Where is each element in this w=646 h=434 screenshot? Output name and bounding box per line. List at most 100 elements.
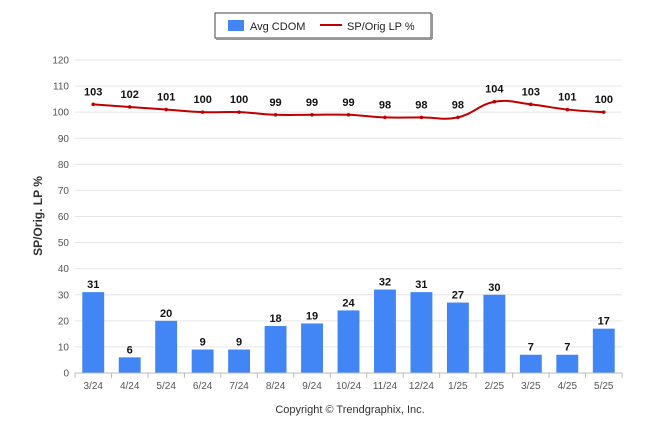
line-point <box>565 107 570 112</box>
line-point <box>164 107 168 112</box>
x-tick-label: 5/25 <box>594 381 614 392</box>
line-value-label: 99 <box>269 97 281 109</box>
line-point <box>91 102 96 107</box>
bar-data-labels: 31 6 20 9 9 18 19 24 32 31 27 30 7 7 17 <box>87 277 610 357</box>
bar-value-label: 30 <box>488 282 500 294</box>
y-tick-label: 30 <box>58 290 70 301</box>
bar <box>118 357 141 373</box>
line-value-label: 103 <box>522 86 540 98</box>
bar-value-label: 17 <box>598 316 610 328</box>
line-value-label: 100 <box>230 94 248 106</box>
line-value-label: 101 <box>157 92 175 104</box>
bar <box>82 292 105 373</box>
bar-value-label: 9 <box>200 337 206 349</box>
bar <box>337 310 360 373</box>
line-value-label: 104 <box>485 84 504 96</box>
line-data-labels: 103 102 101 100 100 99 99 99 98 98 98 104 103 101 100 <box>84 84 613 112</box>
copyright: Copyright © Trendgraphix, Inc. <box>275 404 424 416</box>
y-tick-label: 100 <box>52 108 69 119</box>
x-tick-label: 10/24 <box>336 381 361 392</box>
line-point <box>237 110 241 114</box>
bar <box>191 349 214 373</box>
bar <box>446 302 469 373</box>
legend-label-bar: Avg CDOM <box>250 21 305 33</box>
x-tick-label: 12/24 <box>409 381 434 392</box>
line-point <box>273 112 278 117</box>
bar <box>592 328 615 373</box>
x-tick-label: 4/24 <box>120 381 140 392</box>
line-value-label: 99 <box>342 97 354 109</box>
x-tick-label: 11/24 <box>373 381 398 392</box>
x-tick-label: 1/25 <box>448 381 468 392</box>
line-point <box>127 105 132 109</box>
line-point <box>601 110 606 114</box>
y-tick-label: 110 <box>53 82 69 93</box>
line-value-label: 98 <box>415 99 427 111</box>
line-point <box>200 110 205 114</box>
bar-value-label: 6 <box>127 344 133 356</box>
line-value-label: 99 <box>306 97 318 109</box>
line-point <box>310 112 314 117</box>
bar <box>410 292 433 373</box>
y-tick-label: 120 <box>52 56 69 67</box>
legend-label-line: SP/Orig LP % <box>347 21 415 33</box>
x-tick-label: 9/24 <box>302 381 322 392</box>
bar-value-label: 7 <box>564 342 570 354</box>
line-point <box>492 99 497 104</box>
x-tick-label: 4/25 <box>558 381 578 392</box>
line-value-label: 98 <box>379 99 391 111</box>
line-point <box>383 115 387 120</box>
bar-value-label: 31 <box>87 279 99 291</box>
bar-value-label: 31 <box>415 279 427 291</box>
bar-value-label: 24 <box>342 297 355 309</box>
y-axis-title: SP/Orig. LP % <box>31 176 45 256</box>
y-tick-label: 50 <box>58 238 70 249</box>
x-tick-label: 7/24 <box>229 381 249 392</box>
bar <box>374 289 396 373</box>
gridlines <box>75 59 622 374</box>
bar-series <box>82 289 615 373</box>
bar <box>556 354 579 373</box>
bar-value-label: 18 <box>269 313 281 325</box>
bar <box>301 323 323 373</box>
line-point <box>346 112 351 117</box>
legend-swatch-bar <box>228 20 244 31</box>
line-point <box>419 115 424 120</box>
y-axis: 0 10 20 30 40 50 60 70 80 90 100 110 120 <box>52 56 69 380</box>
x-tick-label: 3/24 <box>83 381 103 392</box>
bar <box>155 320 178 373</box>
bar <box>519 354 542 373</box>
y-tick-label: 10 <box>58 342 70 353</box>
bar-value-label: 19 <box>306 310 318 322</box>
line-point <box>456 115 460 120</box>
line-point <box>529 102 533 107</box>
y-tick-label: 0 <box>63 369 69 380</box>
bar-value-label: 9 <box>236 337 242 349</box>
bar-value-label: 20 <box>160 308 172 320</box>
x-tick-label: 5/24 <box>156 381 176 392</box>
x-tick-label: 2/25 <box>485 381 505 392</box>
bar <box>264 326 287 373</box>
bar <box>228 349 251 373</box>
bar-value-label: 32 <box>379 277 391 289</box>
y-tick-label: 20 <box>58 316 70 327</box>
y-tick-label: 40 <box>58 264 70 275</box>
x-tick-label: 6/24 <box>193 381 213 392</box>
x-tick-label: 8/24 <box>266 381 286 392</box>
y-tick-label: 90 <box>58 134 70 145</box>
line-series <box>91 99 606 120</box>
line-value-label: 101 <box>558 92 576 104</box>
legend: Avg CDOM SP/Orig LP % <box>214 12 433 40</box>
x-axis: 3/24 4/24 5/24 6/24 7/24 8/24 9/24 10/24 11/24 12… <box>74 372 623 392</box>
line-value-label: 100 <box>595 94 613 106</box>
bar-value-label: 27 <box>452 290 464 302</box>
bar <box>483 294 506 373</box>
line-value-label: 98 <box>452 99 464 111</box>
y-tick-label: 60 <box>58 212 70 223</box>
line-value-label: 103 <box>84 86 102 98</box>
line-value-label: 102 <box>121 89 139 101</box>
line-value-label: 100 <box>193 94 211 106</box>
y-tick-label: 70 <box>58 186 70 197</box>
bar-value-label: 7 <box>528 342 534 354</box>
